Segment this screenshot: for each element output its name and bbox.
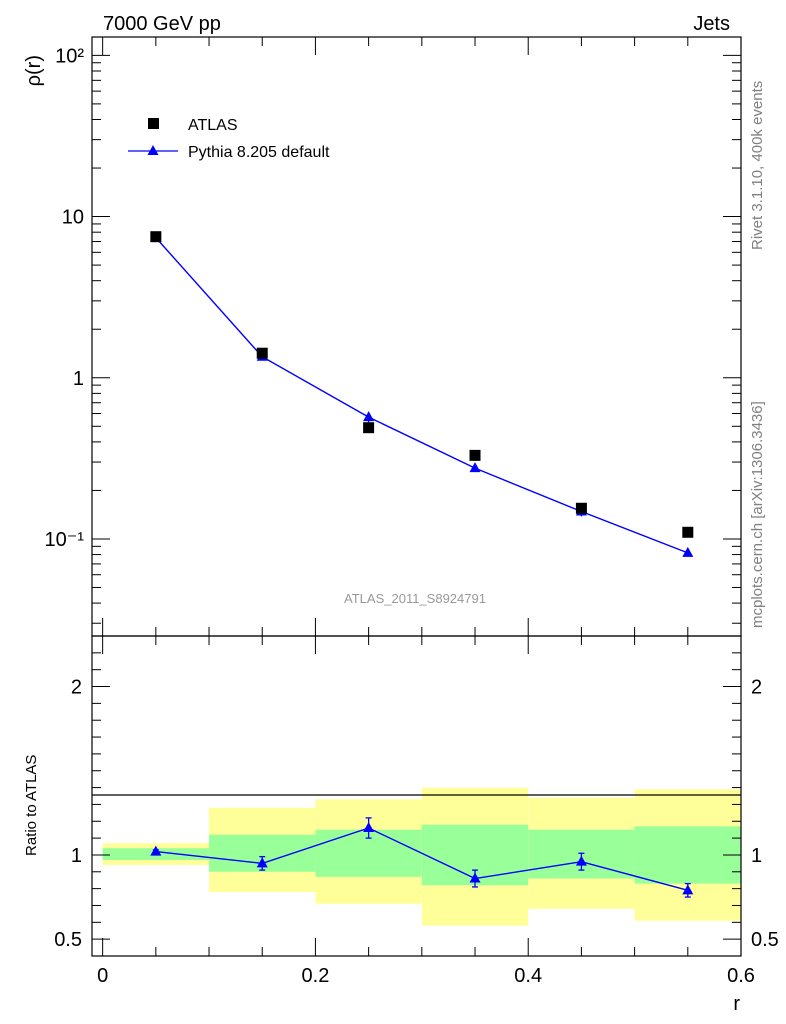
ratio-point [256, 857, 268, 868]
ratio-xtick-label: 0.6 [727, 965, 755, 987]
mc-point [469, 462, 481, 473]
watermark: ATLAS_2011_S8924791 [344, 591, 486, 606]
ratio-ylabel: Ratio to ATLAS [23, 755, 40, 856]
ratio-marks [150, 817, 694, 898]
ratio-ytick-label-right: 1 [751, 845, 762, 867]
ratio-xtick-label: 0 [97, 965, 108, 987]
main-ytick-label: 1 [73, 368, 84, 390]
ratio-point [150, 845, 162, 856]
ratio-ytick-label-left: 0.5 [54, 929, 82, 951]
ratio-point [682, 884, 694, 895]
ratio-point [363, 822, 375, 832]
mc-point [363, 411, 375, 422]
ratio-ytick-label-left: 1 [71, 845, 82, 867]
ratio-panel: 0.5 0.5 1 1 2 2 0 0.2 0.4 0.6 Ratio to ATLAS r [23, 635, 779, 1015]
mc-point [682, 546, 694, 557]
ratio-ytick-label-left: 2 [71, 677, 82, 699]
ratio-point [469, 872, 481, 883]
ratio-ytick-label-right: 0.5 [751, 929, 779, 951]
data-point [682, 526, 694, 538]
main-panel: 10² 10 1 10⁻¹ ATLAS_2011_S8924791 ATLAS Pyt… [23, 36, 742, 637]
main-ytick-label: 10 [62, 207, 84, 229]
legend: ATLAS Pythia 8.205 default [128, 117, 330, 161]
ratio-mc-line [155, 827, 688, 891]
header-right: Jets [693, 13, 730, 35]
side-text-bottom: mcplots.cern.ch [arXiv:1306.3436] [749, 401, 766, 628]
ratio-xlabel: r [733, 993, 740, 1015]
side-text-top: Rivet 3.1.10, 400k events [749, 81, 766, 250]
main-ticks: 10² 10 1 10⁻¹ [45, 37, 742, 636]
ratio-xtick-label: 0.4 [514, 965, 542, 987]
data-point [150, 231, 162, 243]
header-left: 7000 GeV pp [103, 13, 221, 35]
data-point [256, 347, 268, 359]
mc-series-line [155, 237, 689, 554]
data-point [575, 502, 587, 514]
main-ytick-label: 10⁻¹ [45, 529, 85, 551]
legend-mc-marker [147, 145, 159, 155]
ratio-point [575, 855, 587, 866]
data-point [469, 449, 481, 461]
ratio-xtick-label: 0.2 [302, 965, 330, 987]
ratio-frame [91, 635, 742, 957]
main-marks [150, 231, 694, 557]
data-point [363, 422, 375, 434]
main-ytick-label: 10² [55, 45, 84, 67]
ratio-ytick-label-right: 2 [751, 677, 762, 699]
legend-mc-label: Pythia 8.205 default [188, 144, 330, 161]
legend-data-marker [148, 118, 159, 129]
main-ylabel: ρ(r) [23, 55, 45, 86]
legend-data-label: ATLAS [188, 117, 238, 134]
ratio-ticks: 0.5 0.5 1 1 2 2 0 0.2 0.4 0.6 [54, 636, 779, 987]
